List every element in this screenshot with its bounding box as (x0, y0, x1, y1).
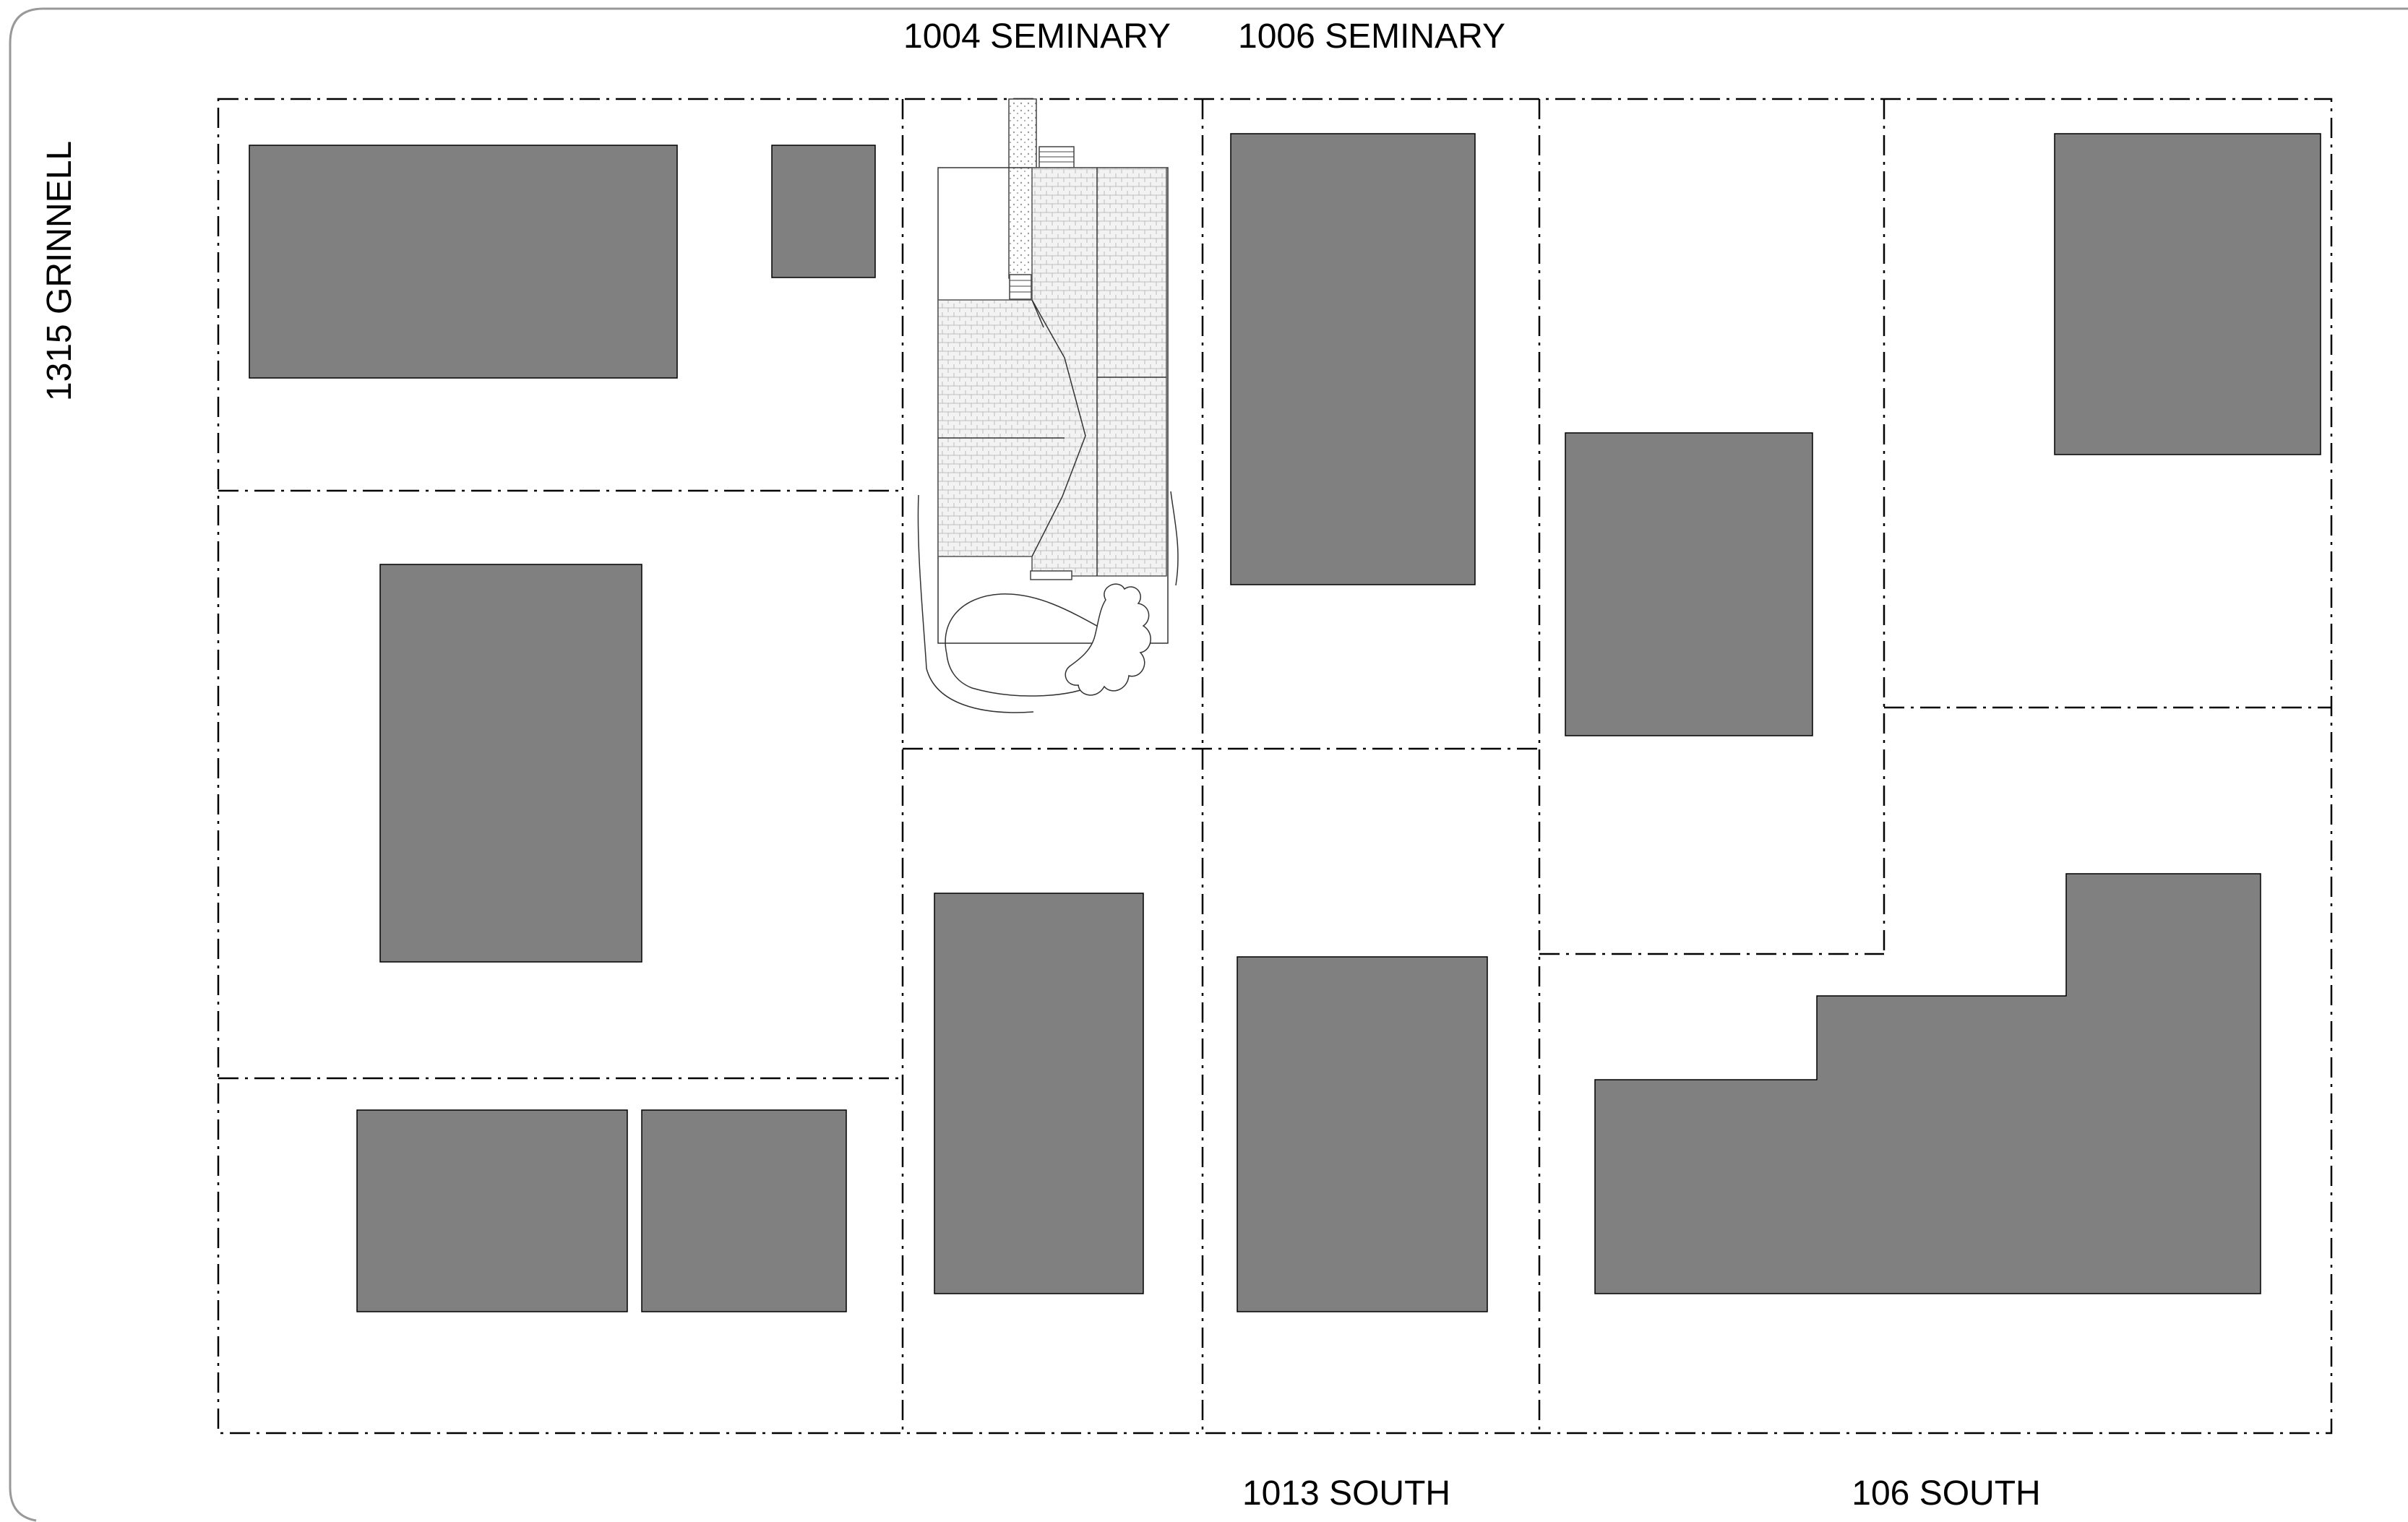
building (1237, 956, 1488, 1312)
lot-lines (217, 98, 2333, 1435)
building (356, 1109, 628, 1312)
garden-outline-right (1170, 491, 1179, 586)
building (934, 893, 1144, 1294)
rear-step (1030, 570, 1072, 580)
side-steps (1009, 274, 1032, 300)
tree-canopy-icon (1065, 583, 1151, 696)
building (1594, 873, 2261, 1294)
house-roof (937, 167, 1167, 577)
label-1013-south: 1013 SOUTH (1242, 1474, 1450, 1513)
sheet-border (9, 7, 2408, 1522)
front-steps (1039, 146, 1075, 169)
roof-ridge-lines (938, 168, 1166, 576)
building (641, 1109, 847, 1312)
label-1004-seminary: 1004 SEMINARY (903, 17, 1171, 56)
lot-outer-boundary (217, 98, 2333, 1435)
buildings (249, 133, 2321, 1312)
building (771, 145, 876, 278)
building (379, 564, 642, 963)
side-steps-treads (1010, 280, 1031, 293)
building (2054, 133, 2321, 455)
label-1315-grinnell: 1315 GRINNELL (40, 141, 79, 401)
label-106-south: 106 SOUTH (1852, 1474, 2040, 1513)
label-1006-seminary: 1006 SEMINARY (1238, 17, 1505, 56)
front-steps-treads (1039, 151, 1074, 163)
garden-outline (917, 494, 1034, 713)
building (1565, 432, 1813, 736)
building (1230, 133, 1476, 585)
building (249, 145, 678, 379)
subject-property (917, 98, 1179, 713)
